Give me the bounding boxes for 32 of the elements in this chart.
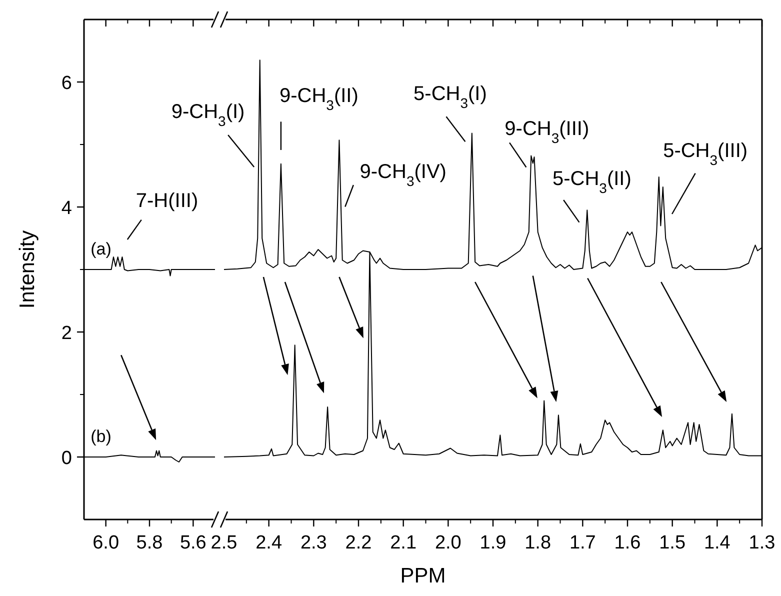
x-tick-label: 2.0 [434,532,462,554]
y-tick-label: 2 [61,323,72,344]
annotation: 9-CH$_{3}$(I) [171,101,245,130]
x-tick-label: 2.3 [300,532,327,554]
x-tick-label: 5.6 [180,532,206,554]
y-tick-label: 0 [61,448,72,469]
x-tick-label: 1.8 [524,532,552,554]
annotation: 5-CH$_{3}$(I) [414,82,487,111]
y-tick-label: 6 [61,73,72,94]
x-tick-label: 1.3 [748,532,776,554]
annotation: 7-H(III) [136,190,198,212]
x-tick-label: 2.5 [210,532,238,554]
annotation: 5-CH$_{3}$(II) [552,168,632,196]
annotation: 9-CH$_{3}$(III) [504,118,590,146]
legend-label: (b) [90,427,112,446]
x-tick-label: 2.2 [345,532,372,554]
annotation: 5-CH$_{3}$(III) [663,140,748,168]
x-tick-label: 1.7 [569,532,596,554]
series-label: (a) [90,240,112,258]
x-tick-label: 1.5 [659,532,686,554]
annotation: 9-CH$_{3}$(IV) [360,161,446,190]
x-tick-label: 6.0 [92,532,120,554]
y-tick-label: 4 [61,198,72,219]
x-tick-label: 2.4 [256,532,282,554]
x-tick-label: 1.6 [614,532,641,554]
x-tick-label: 2.1 [390,532,417,554]
x-axis-title: PPM [400,564,446,588]
y-axis-title: Intensity [16,230,39,309]
x-tick-label: 5.8 [136,532,163,554]
annotation: 9-CH$_{3}$(II) [279,84,358,113]
x-tick-label: 1.4 [704,532,731,554]
x-tick-label: 1.9 [480,532,506,554]
